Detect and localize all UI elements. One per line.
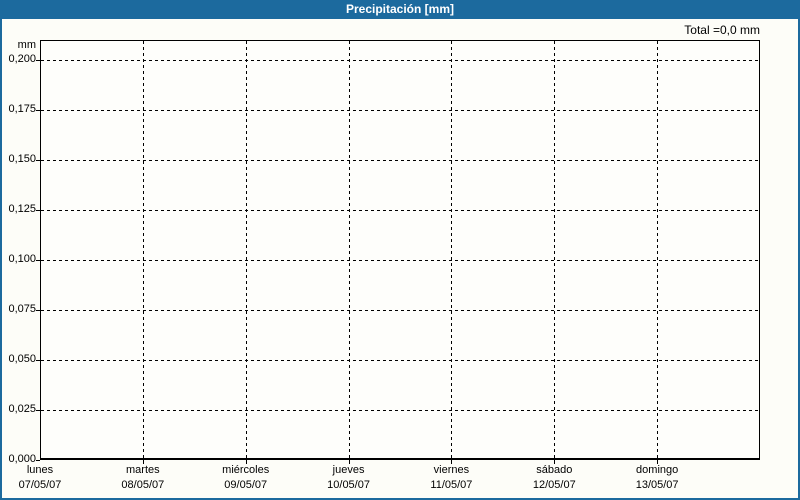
day-name-label: sábado xyxy=(536,464,573,476)
day-name-label: domingo xyxy=(636,464,679,476)
x-axis-label: sábado 12/05/07 xyxy=(533,463,576,493)
y-gridline xyxy=(41,410,759,411)
y-tick-label: 0,025 xyxy=(8,403,36,415)
y-tick xyxy=(36,360,40,361)
y-gridline xyxy=(41,60,759,61)
date-label: 10/05/07 xyxy=(327,479,370,491)
x-tick xyxy=(348,460,350,464)
y-gridline xyxy=(41,260,759,261)
day-name-label: viernes xyxy=(433,464,470,476)
x-tick xyxy=(245,460,247,464)
day-name-label: lunes xyxy=(26,464,54,476)
total-precipitation-label: Total =0,0 mm xyxy=(684,23,760,37)
y-tick xyxy=(36,260,40,261)
y-tick xyxy=(36,60,40,61)
y-gridline xyxy=(41,160,759,161)
y-tick xyxy=(36,160,40,161)
x-axis-label: lunes 07/05/07 xyxy=(19,463,62,493)
y-tick-label: 0,000 xyxy=(8,453,36,465)
date-label: 08/05/07 xyxy=(121,479,165,491)
day-name-label: martes xyxy=(126,464,160,476)
y-tick xyxy=(36,110,40,111)
y-tick-label: 0,100 xyxy=(8,253,36,265)
x-axis-label: martes 08/05/07 xyxy=(121,463,164,493)
x-tick xyxy=(554,460,556,464)
y-axis-unit-label: mm xyxy=(17,39,36,51)
y-gridline xyxy=(41,210,759,211)
y-tick xyxy=(36,460,40,461)
x-axis-label: miércoles 09/05/07 xyxy=(222,463,269,493)
y-gridline xyxy=(41,360,759,361)
date-label: 12/05/07 xyxy=(532,479,576,491)
y-tick-label: 0,150 xyxy=(8,153,36,165)
y-tick-label: 0,075 xyxy=(8,303,36,315)
chart-title: Precipitación [mm] xyxy=(345,2,455,16)
x-axis-label: viernes 11/05/07 xyxy=(430,463,472,493)
y-tick xyxy=(36,310,40,311)
x-gridline xyxy=(657,41,659,458)
y-tick-label: 0,175 xyxy=(8,103,36,115)
x-tick xyxy=(451,460,453,464)
x-gridline xyxy=(348,41,350,458)
chart-title-bar: Precipitación [mm] xyxy=(2,0,798,19)
x-gridline xyxy=(554,41,556,458)
x-axis-label: domingo 13/05/07 xyxy=(636,463,679,493)
y-tick xyxy=(36,410,40,411)
day-name-label: jueves xyxy=(332,464,365,476)
date-label: 13/05/07 xyxy=(635,479,679,491)
x-gridline xyxy=(142,41,144,458)
date-label: 11/05/07 xyxy=(430,479,473,491)
date-label: 09/05/07 xyxy=(224,479,268,491)
y-tick-label: 0,125 xyxy=(8,203,36,215)
day-name-label: miércoles xyxy=(222,464,270,476)
x-gridline xyxy=(245,41,247,458)
x-tick xyxy=(142,460,144,464)
y-gridline xyxy=(41,310,759,311)
y-tick-label: 0,200 xyxy=(8,53,36,65)
date-label: 07/05/07 xyxy=(18,479,62,491)
y-tick-label: 0,050 xyxy=(8,353,36,365)
plot-area xyxy=(40,40,760,460)
y-gridline xyxy=(41,110,759,111)
y-tick xyxy=(36,210,40,211)
x-tick xyxy=(657,460,659,464)
x-axis-label: jueves 10/05/07 xyxy=(327,463,370,493)
x-gridline xyxy=(451,41,453,458)
